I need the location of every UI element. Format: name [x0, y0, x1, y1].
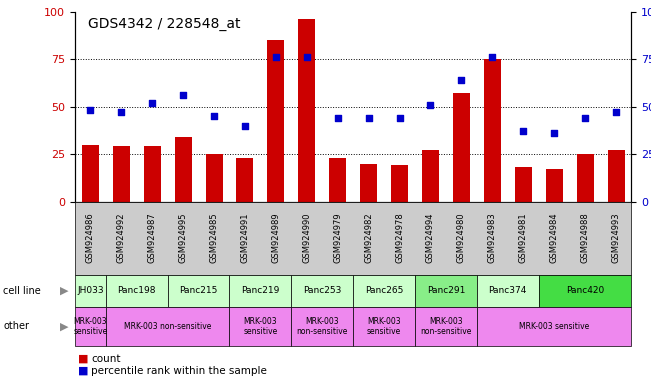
Text: GSM924984: GSM924984	[549, 213, 559, 263]
Text: ■: ■	[78, 366, 89, 376]
Text: GSM924983: GSM924983	[488, 213, 497, 263]
Bar	[453, 93, 470, 202]
Bar	[82, 145, 99, 202]
Bar	[298, 19, 315, 202]
Text: GSM924989: GSM924989	[271, 213, 281, 263]
Text: GSM924981: GSM924981	[519, 213, 528, 263]
Text: GDS4342 / 228548_at: GDS4342 / 228548_at	[88, 17, 240, 31]
Point	[487, 54, 497, 60]
Text: MRK-003 non-sensitive: MRK-003 non-sensitive	[124, 322, 212, 331]
Text: Panc215: Panc215	[180, 286, 217, 295]
Point	[425, 102, 436, 108]
Text: GSM924995: GSM924995	[178, 213, 187, 263]
Text: GSM924982: GSM924982	[364, 213, 373, 263]
Bar	[268, 40, 284, 202]
Bar	[174, 137, 191, 202]
Text: GSM924985: GSM924985	[210, 213, 219, 263]
Point	[363, 115, 374, 121]
Text: Panc219: Panc219	[242, 286, 279, 295]
Bar	[236, 158, 253, 202]
Point	[580, 115, 590, 121]
Point	[116, 109, 126, 115]
Bar	[113, 146, 130, 202]
Text: GSM924980: GSM924980	[457, 213, 466, 263]
Text: count: count	[91, 354, 120, 364]
Text: GSM924986: GSM924986	[86, 213, 95, 263]
Point	[456, 77, 467, 83]
Point	[271, 54, 281, 60]
Bar	[329, 158, 346, 202]
Text: GSM924978: GSM924978	[395, 213, 404, 263]
Text: percentile rank within the sample: percentile rank within the sample	[91, 366, 267, 376]
Text: Panc374: Panc374	[489, 286, 527, 295]
Text: MRK-003
non-sensitive: MRK-003 non-sensitive	[421, 317, 471, 336]
Text: cell line: cell line	[3, 286, 41, 296]
Text: ▶: ▶	[60, 286, 68, 296]
Text: GSM924993: GSM924993	[611, 213, 620, 263]
Bar	[484, 59, 501, 202]
Bar	[515, 167, 532, 202]
Text: Panc198: Panc198	[117, 286, 156, 295]
Text: MRK-003
non-sensitive: MRK-003 non-sensitive	[297, 317, 348, 336]
Text: Panc253: Panc253	[303, 286, 341, 295]
Text: GSM924990: GSM924990	[302, 213, 311, 263]
Bar	[391, 166, 408, 202]
Bar	[607, 150, 624, 202]
Text: MRK-003
sensitive: MRK-003 sensitive	[243, 317, 277, 336]
Text: ■: ■	[78, 354, 89, 364]
Text: GSM924992: GSM924992	[117, 213, 126, 263]
Point	[209, 113, 219, 119]
Text: GSM924994: GSM924994	[426, 213, 435, 263]
Text: GSM924991: GSM924991	[240, 213, 249, 263]
Text: Panc265: Panc265	[365, 286, 403, 295]
Point	[395, 115, 405, 121]
Point	[333, 115, 343, 121]
Text: other: other	[3, 321, 29, 331]
Bar	[144, 146, 161, 202]
Point	[549, 130, 559, 136]
Bar	[577, 154, 594, 202]
Bar	[360, 164, 377, 202]
Bar	[546, 169, 562, 202]
Text: GSM924987: GSM924987	[148, 213, 157, 263]
Text: Panc420: Panc420	[566, 286, 604, 295]
Point	[518, 128, 529, 134]
Point	[85, 107, 96, 113]
Bar	[206, 154, 223, 202]
Text: GSM924988: GSM924988	[581, 213, 590, 263]
Text: Panc291: Panc291	[427, 286, 465, 295]
Point	[147, 100, 158, 106]
Bar	[422, 150, 439, 202]
Point	[240, 122, 250, 129]
Text: GSM924979: GSM924979	[333, 213, 342, 263]
Text: MRK-003
sensitive: MRK-003 sensitive	[367, 317, 401, 336]
Text: JH033: JH033	[77, 286, 104, 295]
Text: MRK-003
sensitive: MRK-003 sensitive	[73, 317, 107, 336]
Text: ▶: ▶	[60, 321, 68, 331]
Point	[611, 109, 621, 115]
Point	[301, 54, 312, 60]
Point	[178, 92, 188, 98]
Text: MRK-003 sensitive: MRK-003 sensitive	[519, 322, 589, 331]
